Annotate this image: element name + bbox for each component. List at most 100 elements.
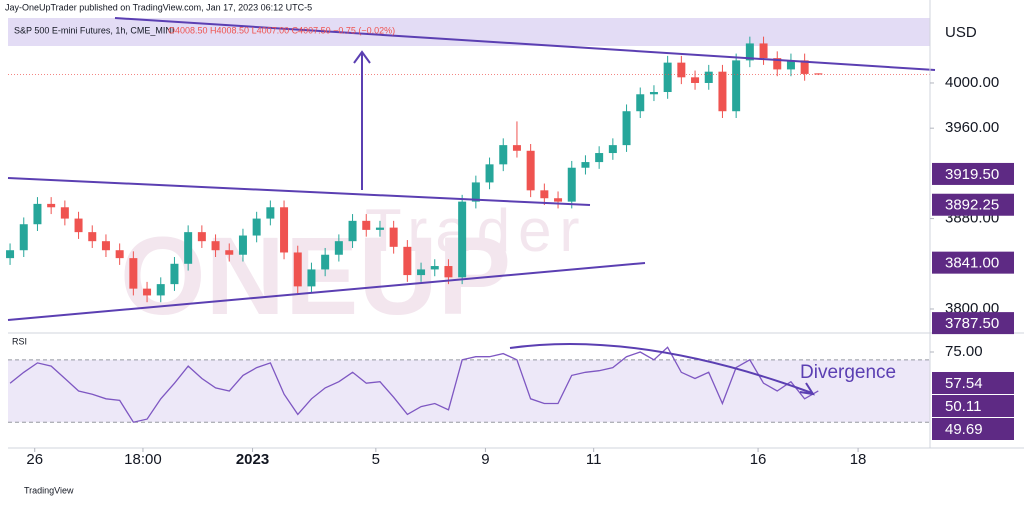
- candle-body: [19, 224, 28, 251]
- candle-body: [266, 207, 275, 219]
- candle-body: [526, 150, 535, 191]
- candle-body: [362, 220, 371, 230]
- candle-body: [718, 71, 727, 112]
- candle-body: [47, 203, 56, 208]
- candle-body: [745, 43, 754, 61]
- candle-body: [156, 284, 165, 296]
- candle-body: [321, 254, 330, 270]
- candle-body: [759, 43, 768, 59]
- candle-body: [143, 288, 152, 296]
- candle-body: [499, 145, 508, 165]
- candle-body: [115, 250, 124, 259]
- candle-body: [786, 60, 795, 70]
- price-marker-label: 3892.25: [945, 197, 999, 214]
- candle-body: [74, 218, 83, 233]
- price-marker: [932, 312, 1014, 335]
- candle-body: [170, 263, 179, 285]
- candle-body: [540, 190, 549, 199]
- arrow-head: [799, 382, 816, 396]
- candle-body: [348, 220, 357, 242]
- x-tick-label: 18: [850, 451, 867, 468]
- candle-body: [691, 77, 700, 83]
- rsi-marker-label: 49.69: [945, 421, 983, 438]
- candle-body: [375, 227, 384, 230]
- price-marker: [932, 251, 1014, 274]
- candle-body: [732, 60, 741, 112]
- price-marker-label: 3841.00: [945, 255, 999, 272]
- trend-line: [7, 262, 646, 321]
- trend-line: [7, 177, 591, 206]
- x-tick-label: 26: [26, 451, 43, 468]
- candle-body: [677, 62, 686, 78]
- candle-body: [485, 164, 494, 183]
- candle-body: [663, 62, 672, 93]
- rsi-band: [8, 359, 930, 423]
- symbol-title: S&P 500 E-mini Futures, 1h, CME_MINI: [14, 25, 174, 35]
- rsi-marker: [932, 372, 1014, 394]
- candle-body: [581, 162, 590, 168]
- x-tick-label: 5: [372, 451, 380, 468]
- candle-body: [6, 250, 15, 259]
- candle-body: [307, 269, 316, 287]
- candle-body: [458, 201, 467, 278]
- price-marker-label: 3787.50: [945, 315, 999, 332]
- candle-body: [471, 182, 480, 202]
- y-tick-label: 75.00: [945, 343, 983, 360]
- candle-body: [280, 207, 289, 253]
- candle-body: [252, 218, 261, 236]
- y-tick-label: 4000.00: [945, 74, 999, 91]
- candle-body: [814, 73, 823, 75]
- x-tick-label: 16: [750, 451, 767, 468]
- price-marker-label: 3919.50: [945, 166, 999, 183]
- candle-body: [129, 258, 138, 289]
- ohlc-legend: O4008.50 H4008.50 L4007.00 C4007.50 −0.7…: [168, 25, 395, 35]
- candle-body: [444, 266, 453, 278]
- candle-body: [88, 232, 97, 242]
- annotation: Divergence: [800, 362, 896, 383]
- publisher: Jay-OneUpTrader published on TradingView…: [5, 2, 312, 12]
- candle-body: [211, 241, 220, 251]
- price-marker: [932, 162, 1014, 185]
- y-tick-label: 3960.00: [945, 119, 999, 136]
- candle-body: [60, 207, 69, 219]
- x-tick-label: 11: [586, 451, 602, 468]
- candle-body: [773, 58, 782, 70]
- candle-body: [238, 235, 247, 255]
- price-marker: [932, 193, 1014, 216]
- divergence-curve: [509, 343, 813, 394]
- candle-body: [334, 241, 343, 255]
- rsi-marker: [932, 418, 1014, 440]
- candle-body: [389, 227, 398, 247]
- candle-body: [608, 145, 617, 154]
- currency: USD: [945, 24, 977, 41]
- candle-body: [184, 232, 193, 264]
- footer: TradingView: [24, 485, 74, 495]
- arrow-head: [353, 50, 371, 64]
- candle-body: [649, 92, 658, 95]
- candle-body: [197, 232, 206, 242]
- watermark-sub: Trader: [365, 197, 588, 264]
- candle-body: [636, 94, 645, 112]
- candle-body: [33, 203, 42, 225]
- rsi-line: [9, 346, 819, 423]
- candle-body: [403, 246, 412, 276]
- trend-line: [114, 17, 936, 71]
- candle-body: [800, 60, 809, 74]
- candle-body: [417, 269, 426, 276]
- candle-body: [567, 167, 576, 202]
- candle-body: [293, 252, 302, 287]
- candle-body: [554, 198, 563, 202]
- candle-body: [512, 145, 521, 151]
- candle-body: [430, 266, 439, 270]
- x-tick-label: 9: [481, 451, 489, 468]
- x-tick-label: 2023: [236, 451, 269, 468]
- rsi-marker: [932, 395, 1014, 417]
- rsi-title: RSI: [12, 336, 27, 346]
- candle-body: [225, 250, 234, 255]
- x-tick-label: 18:00: [124, 451, 162, 468]
- candle-body: [101, 241, 110, 251]
- candle-body: [595, 153, 604, 163]
- candle-body: [622, 111, 631, 146]
